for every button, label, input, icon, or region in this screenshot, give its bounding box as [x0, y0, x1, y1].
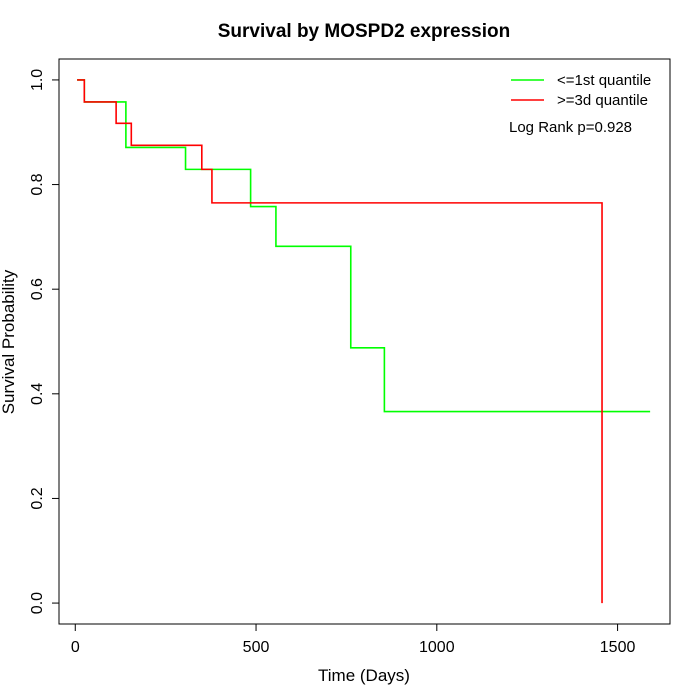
x-tick-label: 0 [71, 639, 80, 656]
chart-title: Survival by MOSPD2 expression [218, 21, 511, 42]
y-tick-label: 1.0 [29, 69, 46, 91]
legend: <=1st quantile >=3d quantile [511, 72, 651, 109]
y-tick-label: 0.4 [29, 383, 46, 405]
y-axis: 0.0 0.2 0.4 0.6 0.8 1.0 [29, 69, 60, 614]
x-tick-label: 1500 [600, 639, 636, 656]
legend-label: >=3d quantile [557, 92, 648, 109]
y-tick-label: 0.0 [29, 592, 46, 614]
series-line-2 [77, 79, 603, 604]
x-tick-label: 1000 [419, 639, 455, 656]
x-tick-label: 500 [243, 639, 270, 656]
x-axis-label: Time (Days) [318, 666, 410, 685]
y-axis-label: Survival Probability [0, 269, 18, 414]
plot-frame [58, 58, 671, 625]
legend-label: <=1st quantile [557, 72, 651, 89]
y-tick-label: 0.6 [29, 278, 46, 300]
y-tick-label: 0.2 [29, 487, 46, 509]
y-tick-label: 0.8 [29, 173, 46, 195]
series-layer [77, 79, 651, 604]
x-axis: 0 500 1000 1500 [71, 623, 636, 656]
log-rank-annotation: Log Rank p=0.928 [509, 119, 632, 136]
